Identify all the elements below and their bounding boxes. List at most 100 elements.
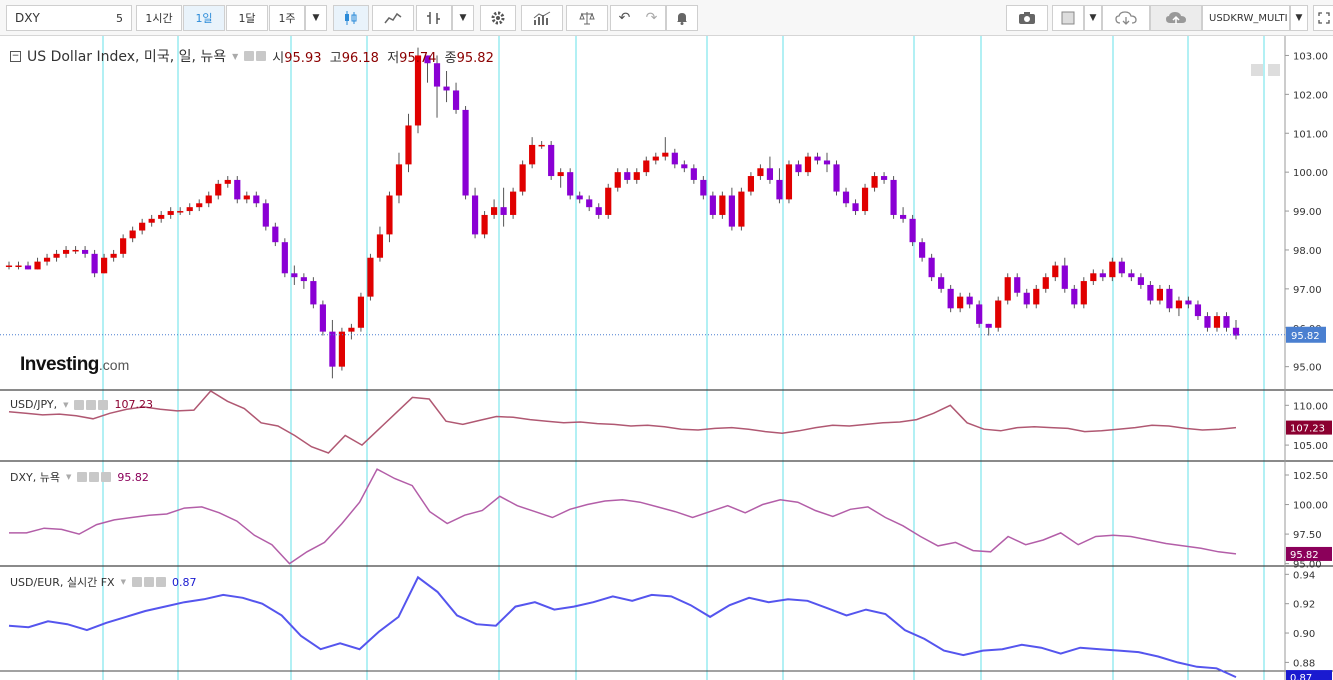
candle-body: [633, 172, 640, 180]
settings-button[interactable]: [480, 5, 516, 31]
candle-body: [34, 261, 41, 270]
candle-body: [82, 249, 89, 254]
candle-body: [462, 109, 469, 196]
compare-button[interactable]: [566, 5, 608, 31]
candle-body: [1147, 284, 1154, 301]
pane-price-tag-label: 107.23: [1290, 424, 1325, 435]
candle-body: [471, 195, 479, 235]
candle-body: [310, 281, 317, 305]
candle-body: [852, 203, 859, 212]
fullscreen-button[interactable]: [1313, 5, 1333, 31]
indicator-line: [8, 575, 1237, 679]
candle-body: [614, 172, 621, 188]
candle-body: [985, 323, 992, 328]
cloud-upload-icon: [1166, 12, 1186, 24]
candle-body: [186, 207, 193, 212]
high-value: 96.18: [341, 50, 379, 66]
chevron-down-icon[interactable]: ▼: [65, 473, 72, 481]
candle-body: [662, 152, 669, 157]
y-tick-label: 0.88: [1293, 658, 1315, 669]
candle-body: [338, 331, 345, 367]
chart-color-dropdown[interactable]: ▼: [1084, 5, 1102, 31]
candle-body: [1223, 316, 1230, 328]
candle-body: [272, 226, 279, 243]
chevron-down-icon[interactable]: ▼: [120, 578, 126, 586]
candle-body: [62, 249, 70, 254]
legend-controls[interactable]: [74, 399, 109, 410]
collapse-icon[interactable]: −: [10, 50, 21, 62]
candle-body: [1194, 304, 1202, 317]
compare-symbol-select[interactable]: USDKRW_MULTI: [1202, 5, 1290, 31]
chart-area[interactable]: 103.00 102.00 101.00 100.00 99.00 98.00 97.00 9…: [0, 36, 1333, 680]
indicator-dropdown[interactable]: ▼: [452, 5, 474, 31]
interval-1m-button[interactable]: 1달: [226, 5, 268, 31]
legend-controls[interactable]: [77, 472, 112, 482]
legend-controls[interactable]: [131, 577, 166, 587]
indicator-line: [8, 390, 1237, 454]
candle-body: [319, 304, 326, 332]
square-icon: [1061, 11, 1075, 25]
candle-body: [129, 230, 136, 239]
load-chart-button[interactable]: [1102, 5, 1150, 31]
pane-price-tag-box: [1286, 420, 1332, 435]
candle-body: [529, 144, 536, 165]
chevron-down-icon[interactable]: ▼: [63, 400, 69, 409]
alert-button[interactable]: [666, 5, 698, 31]
candle-body: [424, 55, 431, 64]
ohlc-readout: 시95.93 고96.18 저95.74 종95.82: [272, 47, 494, 66]
chart-color-button[interactable]: [1052, 5, 1084, 31]
interval-label: 1시간: [145, 12, 173, 25]
candle-body: [976, 304, 983, 324]
candle-body: [1023, 292, 1030, 305]
interval-1w-button[interactable]: 1주: [269, 5, 305, 31]
open-value: 95.93: [284, 50, 322, 66]
symbol-input[interactable]: DXY 5: [6, 5, 132, 31]
candle-body: [234, 179, 241, 200]
indicator-button[interactable]: [416, 5, 452, 31]
candle-body: [890, 179, 897, 215]
candle-body: [1099, 273, 1106, 278]
interval-1h-button[interactable]: 1시간: [136, 5, 182, 31]
chevron-down-icon: ▼: [1295, 13, 1303, 23]
cloud-download-icon: [1115, 11, 1137, 25]
legend-controls[interactable]: [244, 51, 267, 61]
chevron-down-icon[interactable]: ▼: [232, 51, 239, 61]
candle-style-button[interactable]: [333, 5, 369, 31]
candle-body: [947, 288, 954, 309]
candle-body: [91, 253, 98, 274]
interval-label: 1주: [278, 12, 296, 25]
area-style-button[interactable]: [372, 5, 414, 31]
chevron-down-icon: ▼: [312, 13, 320, 23]
candle-body: [1071, 288, 1078, 305]
candle-body: [243, 195, 250, 200]
usdeur-label: USD/EUR, 실시간 FX: [10, 576, 115, 589]
y-tick-label: 105.00: [1293, 441, 1328, 452]
candle-body: [900, 214, 907, 219]
candle-body: [538, 144, 545, 147]
compare-symbol-dropdown[interactable]: ▼: [1290, 5, 1308, 31]
candle-body: [1004, 277, 1011, 301]
chart-canvas[interactable]: 103.00 102.00 101.00 100.00 99.00 98.00 97.00 9…: [0, 36, 1333, 680]
candle-body: [72, 249, 79, 252]
redo-icon[interactable]: ↷: [645, 10, 658, 26]
candle-body: [652, 156, 659, 161]
y-tick-label: 99.00: [1293, 207, 1322, 218]
usdjpy-legend: USD/JPY, ▼ 107.23: [10, 398, 153, 411]
interval-dropdown[interactable]: ▼: [305, 5, 327, 31]
y-tick-label: 95.00: [1293, 560, 1322, 571]
undo-icon[interactable]: ↶: [618, 10, 631, 26]
candle-body: [215, 183, 222, 196]
candle-body: [1118, 261, 1125, 274]
interval-1d-button[interactable]: 1일: [183, 5, 225, 31]
candle-body: [747, 176, 754, 192]
candle-body: [110, 253, 117, 258]
snapshot-button[interactable]: [1006, 5, 1048, 31]
candle-body: [367, 257, 374, 297]
volume-button[interactable]: [521, 5, 563, 31]
save-chart-button[interactable]: [1150, 5, 1202, 31]
price-tag-label: 95.82: [1291, 331, 1320, 342]
y-tick-label: 0.92: [1293, 600, 1315, 611]
price-tag-box: [1286, 326, 1326, 343]
candle-body: [690, 168, 697, 180]
candle-body: [814, 156, 821, 161]
